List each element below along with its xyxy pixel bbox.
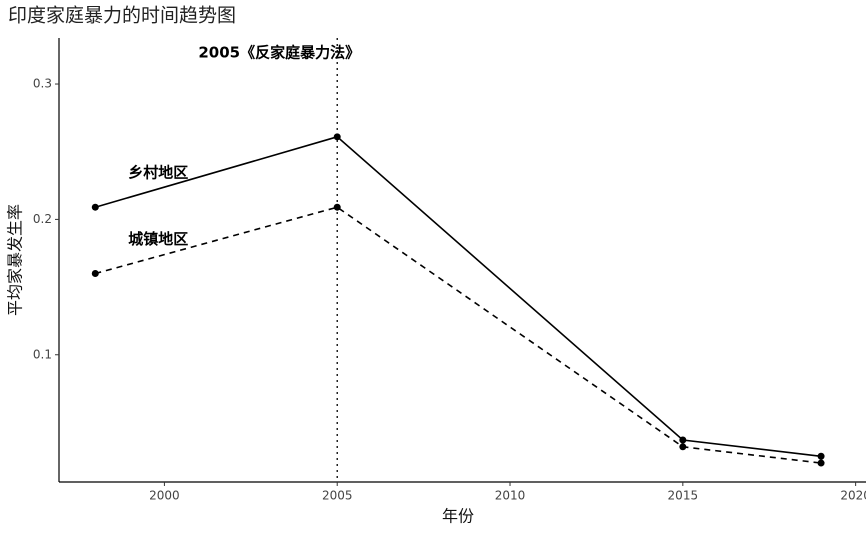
y-tick-label: 0.2 [33,212,52,226]
series-line [95,206,822,464]
y-axis-label: 平均家暴发生率 [6,204,25,316]
x-tick-label: 2020 [840,489,866,503]
data-point [333,203,341,211]
data-point [333,133,341,141]
data-point [679,436,687,444]
data-point [817,459,825,467]
series-label: 乡村地区 [128,164,188,182]
chart-title: 印度家庭暴力的时间趋势图 [8,5,236,27]
reference-label: 2005《反家庭暴力法》 [198,44,360,62]
x-tick-label: 2000 [149,489,180,503]
series-line [95,135,822,458]
series-label: 城镇地区 [128,230,188,248]
x-tick-label: 2015 [668,489,699,503]
x-axis-label: 年份 [442,507,474,526]
y-tick-label: 0.3 [33,77,52,91]
y-tick-label: 0.1 [33,347,52,361]
data-point [91,270,99,278]
data-point [817,452,825,460]
data-point [679,443,687,451]
data-point [91,203,99,211]
x-tick-label: 2005 [322,489,353,503]
x-tick-label: 2010 [495,489,526,503]
